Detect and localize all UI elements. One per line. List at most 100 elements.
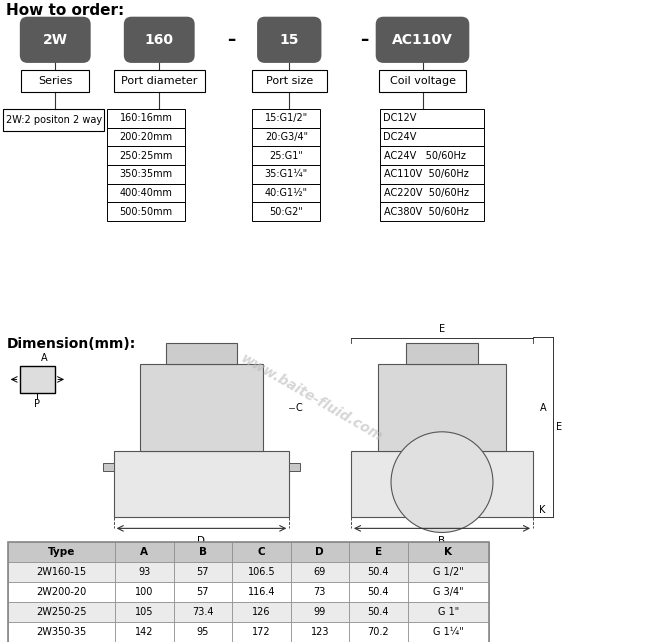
Text: 160:16mm: 160:16mm <box>120 114 173 123</box>
Text: Coil voltage: Coil voltage <box>389 76 456 86</box>
Bar <box>408 542 489 562</box>
Text: 2W350-35: 2W350-35 <box>36 627 86 637</box>
Bar <box>107 128 185 146</box>
Bar <box>232 582 291 602</box>
Bar <box>8 562 115 582</box>
Text: 2W200-20: 2W200-20 <box>36 587 86 597</box>
Bar <box>114 451 289 517</box>
Text: AC110V: AC110V <box>392 33 453 47</box>
Bar <box>291 622 349 642</box>
Text: AC24V   50/60Hz: AC24V 50/60Hz <box>384 151 465 160</box>
Text: A: A <box>41 352 48 363</box>
Bar <box>289 463 300 471</box>
Text: 93: 93 <box>138 568 150 577</box>
Text: 2W:2 positon 2 way: 2W:2 positon 2 way <box>6 115 101 125</box>
Bar <box>107 165 185 184</box>
Bar <box>408 562 489 582</box>
Bar <box>20 366 55 393</box>
Text: A: A <box>140 548 148 557</box>
FancyBboxPatch shape <box>114 70 205 92</box>
Bar <box>408 582 489 602</box>
Bar <box>8 542 489 642</box>
Bar <box>349 542 408 562</box>
Bar <box>349 582 408 602</box>
Bar <box>115 622 174 642</box>
Text: Port diameter: Port diameter <box>121 76 198 86</box>
Bar <box>291 562 349 582</box>
FancyBboxPatch shape <box>257 17 321 63</box>
Bar <box>107 146 185 165</box>
Bar <box>232 602 291 622</box>
Text: Type: Type <box>47 548 75 557</box>
Text: AC220V  50/60Hz: AC220V 50/60Hz <box>384 188 469 198</box>
Bar <box>380 184 484 202</box>
Text: 142: 142 <box>135 627 153 637</box>
Text: 70.2: 70.2 <box>367 627 389 637</box>
Text: P: P <box>34 399 40 410</box>
Text: 73.4: 73.4 <box>192 607 214 617</box>
Text: Port size: Port size <box>266 76 313 86</box>
FancyBboxPatch shape <box>3 109 104 131</box>
Text: –: – <box>227 31 235 49</box>
Text: E: E <box>439 324 445 334</box>
Bar <box>408 622 489 642</box>
Bar <box>349 622 408 642</box>
Bar <box>115 562 174 582</box>
Text: AC380V  50/60Hz: AC380V 50/60Hz <box>384 207 468 216</box>
Text: 35:G1¼": 35:G1¼" <box>265 169 308 179</box>
FancyBboxPatch shape <box>124 17 195 63</box>
Text: 2W250-25: 2W250-25 <box>36 607 86 617</box>
Bar <box>380 146 484 165</box>
Bar <box>291 582 349 602</box>
Bar <box>406 343 478 364</box>
Text: 250:25mm: 250:25mm <box>120 151 173 160</box>
Bar <box>103 463 114 471</box>
Text: How to order:: How to order: <box>6 3 125 18</box>
Bar <box>174 622 232 642</box>
FancyBboxPatch shape <box>21 70 90 92</box>
Text: 116.4: 116.4 <box>248 587 275 597</box>
Text: 50.4: 50.4 <box>367 587 389 597</box>
Text: G 1/2": G 1/2" <box>433 568 463 577</box>
Text: 50.4: 50.4 <box>367 607 389 617</box>
Bar <box>378 364 506 451</box>
Text: D: D <box>198 536 205 546</box>
Bar <box>107 184 185 202</box>
Text: 350:35mm: 350:35mm <box>120 169 173 179</box>
Bar <box>115 542 174 562</box>
Text: G 1¼": G 1¼" <box>433 627 463 637</box>
Text: 2W: 2W <box>43 33 68 47</box>
Bar <box>107 109 185 128</box>
Text: 15: 15 <box>280 33 299 47</box>
Bar <box>252 202 320 221</box>
Text: AC110V  50/60Hz: AC110V 50/60Hz <box>384 169 468 179</box>
Bar <box>174 602 232 622</box>
Text: DC12V: DC12V <box>384 114 417 123</box>
Text: 73: 73 <box>313 587 326 597</box>
Bar <box>115 582 174 602</box>
Text: B: B <box>199 548 207 557</box>
Text: D: D <box>315 548 324 557</box>
Bar <box>252 109 320 128</box>
Text: C: C <box>257 548 265 557</box>
Text: E: E <box>556 422 562 432</box>
Text: www.baite-fluid.com: www.baite-fluid.com <box>239 352 385 444</box>
Bar <box>115 602 174 622</box>
Text: 25:G1": 25:G1" <box>269 151 304 160</box>
Text: 105: 105 <box>135 607 153 617</box>
FancyBboxPatch shape <box>378 70 467 92</box>
Text: E: E <box>375 548 382 557</box>
Bar <box>252 184 320 202</box>
Text: 20:G3/4": 20:G3/4" <box>265 132 308 142</box>
Bar <box>232 542 291 562</box>
Text: 160: 160 <box>145 33 174 47</box>
Text: 2W160-15: 2W160-15 <box>36 568 86 577</box>
Bar <box>8 582 115 602</box>
Bar <box>252 146 320 165</box>
Text: 15:G1/2": 15:G1/2" <box>265 114 308 123</box>
Text: 50.4: 50.4 <box>367 568 389 577</box>
Bar <box>349 562 408 582</box>
Bar <box>408 602 489 622</box>
Text: 500:50mm: 500:50mm <box>120 207 173 216</box>
Bar <box>166 343 237 364</box>
